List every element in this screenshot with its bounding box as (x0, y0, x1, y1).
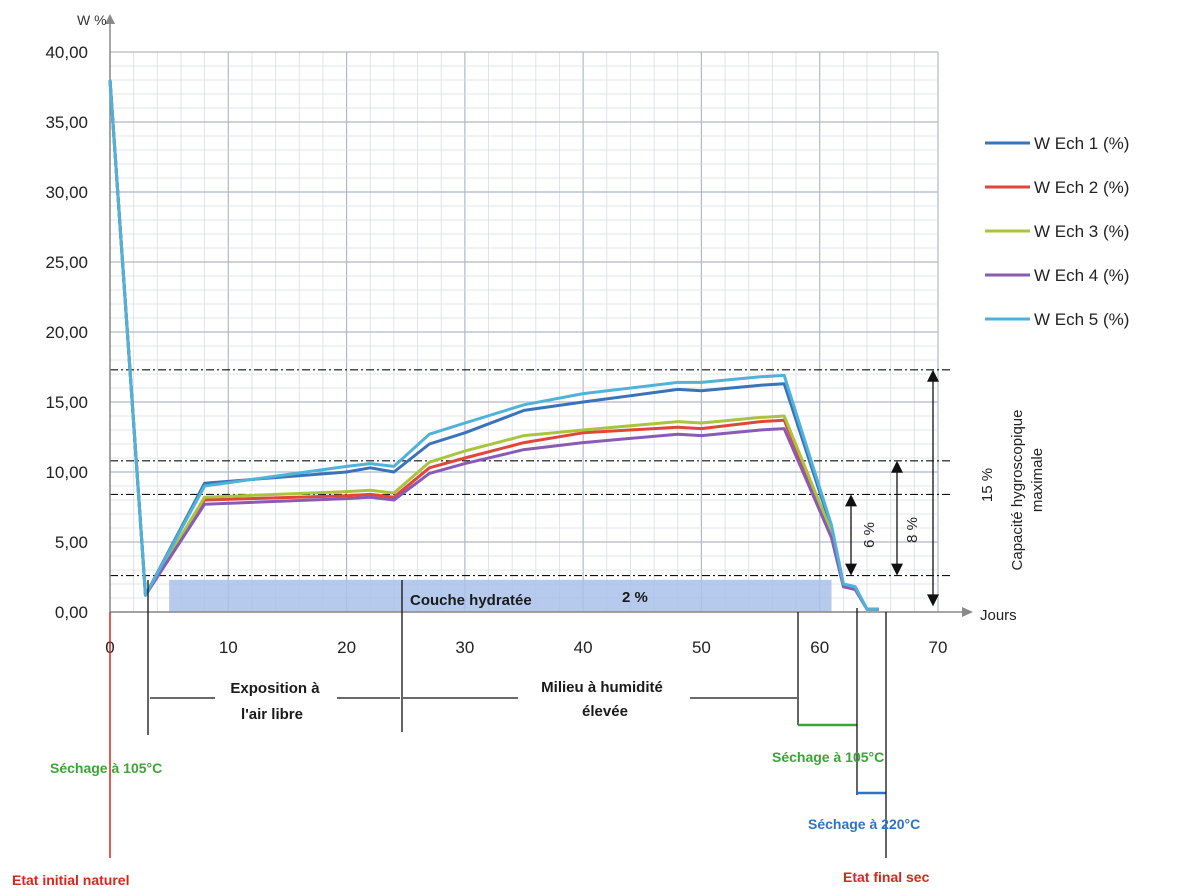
arrow-8-label: 8 % (904, 517, 921, 543)
hydrated-layer-label: Couche hydratée (410, 592, 532, 609)
data-series (108, 79, 879, 611)
y-axis-arrow (105, 14, 115, 24)
series-line (108, 79, 879, 611)
series-line (108, 79, 879, 611)
chart-axes: W % Jours 0,00 5,00 10,00 15,00 20,00 25,00 30,0… (45, 12, 1016, 657)
arrow-6-head-bottom (845, 563, 857, 576)
y-tick-label: 0,00 (55, 603, 88, 622)
x-tick-label: 40 (574, 638, 593, 657)
x-axis-label: Jours (980, 607, 1017, 624)
y-tick-label: 20,00 (45, 323, 88, 342)
y-tick-label: 15,00 (45, 393, 88, 412)
chart-grid (109, 51, 939, 613)
chart-legend: W Ech 1 (%) W Ech 2 (%) W Ech 3 (%) W Ech 4… (985, 134, 1129, 329)
x-tick-label: 20 (337, 638, 356, 657)
capacity-text-2: maximale (1029, 448, 1046, 512)
capacity-value: 15 % (979, 468, 996, 502)
x-tick-label: 70 (929, 638, 948, 657)
legend-label: W Ech 4 (%) (1034, 266, 1129, 285)
drying-105-right-label: Séchage à 105°C (772, 749, 884, 765)
phase-humid-text-2: élevée (582, 703, 628, 720)
legend-label: W Ech 3 (%) (1034, 222, 1129, 241)
hydrated-layer-value: 2 % (622, 589, 648, 606)
drying-220-label: Séchage à 220°C (808, 816, 920, 832)
arrow-8-head-bottom (891, 563, 903, 576)
final-state-label: Etat final sec (843, 869, 930, 885)
phase-air-text-1: Exposition à (230, 680, 320, 697)
y-tick-label: 30,00 (45, 183, 88, 202)
capacity-arrow-head-bottom (927, 594, 939, 607)
series-line (108, 79, 879, 611)
y-tick-label: 40,00 (45, 43, 88, 62)
arrow-6-label: 6 % (861, 522, 878, 548)
reference-lines (110, 369, 950, 577)
chart-annotations: 6 % 8 % 15 % Capacité hygroscopique maximale… (12, 369, 1046, 888)
arrow-6-head-top (845, 494, 857, 507)
legend-label: W Ech 1 (%) (1034, 134, 1129, 153)
y-tick-label: 25,00 (45, 253, 88, 272)
arrow-8-head-top (891, 460, 903, 473)
legend-label: W Ech 2 (%) (1034, 178, 1129, 197)
phase-humid-text-1: Milieu à humidité (541, 679, 663, 696)
initial-state-label: Etat initial naturel (12, 872, 129, 888)
hydrated-layer: Couche hydratée 2 % (169, 579, 832, 612)
series-line (108, 79, 879, 611)
capacity-text-1: Capacité hygroscopique (1009, 410, 1026, 571)
capacity-arrow-head-top (927, 369, 939, 382)
x-tick-label: 10 (219, 638, 238, 657)
y-axis-label: W % (77, 12, 107, 28)
series-line (108, 79, 879, 611)
y-tick-label: 35,00 (45, 113, 88, 132)
y-tick-label: 5,00 (55, 533, 88, 552)
x-tick-label: 30 (455, 638, 474, 657)
drying-105-left-label: Séchage à 105°C (50, 760, 162, 776)
legend-label: W Ech 5 (%) (1034, 310, 1129, 329)
y-tick-label: 10,00 (45, 463, 88, 482)
x-tick-label: 60 (810, 638, 829, 657)
x-tick-label: 50 (692, 638, 711, 657)
phase-air-text-2: l'air libre (241, 706, 303, 723)
x-axis-arrow (962, 607, 973, 617)
hydrated-layer-band (169, 579, 832, 612)
